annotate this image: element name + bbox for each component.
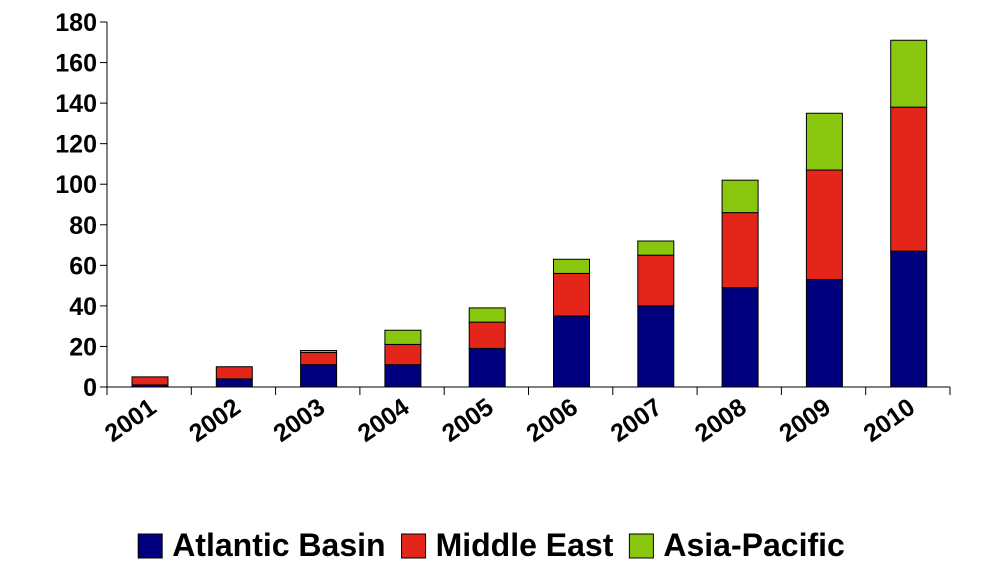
x-tick-label: 2003 bbox=[268, 393, 330, 448]
x-tick-label: 2007 bbox=[606, 393, 668, 448]
legend-label: Middle East bbox=[436, 527, 614, 563]
bar-2005-series-2 bbox=[468, 307, 506, 323]
x-tick-label: 2005 bbox=[437, 393, 499, 448]
y-tick-label: 180 bbox=[55, 9, 97, 37]
x-tick-label: 2004 bbox=[353, 393, 415, 448]
bar-2003-series-1 bbox=[300, 352, 338, 366]
bar-2005-series-1 bbox=[468, 321, 506, 349]
bar-2008-series-0 bbox=[721, 287, 759, 388]
x-tick-label: 2001 bbox=[100, 393, 162, 448]
bar-2008-series-1 bbox=[721, 212, 759, 289]
bar-2006-series-1 bbox=[553, 272, 590, 317]
x-tick-label: 2008 bbox=[690, 393, 752, 448]
y-tick-label: 0 bbox=[83, 374, 97, 402]
bar-2007-series-2 bbox=[637, 240, 675, 256]
legend-item-0: Atlantic Basin bbox=[137, 527, 386, 563]
bar-2009-series-0 bbox=[805, 279, 843, 388]
bar-2003-series-2 bbox=[300, 350, 338, 354]
y-tick-label: 140 bbox=[55, 90, 97, 118]
x-tick-label: 2006 bbox=[521, 393, 583, 448]
bar-2009-series-1 bbox=[805, 169, 843, 281]
bar-2007-series-1 bbox=[637, 254, 675, 307]
legend: Atlantic Basin Middle East Asia-Pacific bbox=[137, 527, 845, 563]
bar-2003-series-0 bbox=[300, 364, 338, 388]
y-tick-label: 160 bbox=[55, 50, 97, 78]
y-tick-label: 60 bbox=[69, 252, 97, 280]
legend-swatch bbox=[401, 533, 427, 559]
bar-2002-series-0 bbox=[215, 378, 253, 388]
legend-item-1: Middle East bbox=[401, 527, 614, 563]
bar-2004-series-1 bbox=[384, 343, 422, 366]
legend-swatch bbox=[137, 533, 163, 559]
y-tick-label: 120 bbox=[55, 131, 97, 159]
y-tick-label: 20 bbox=[69, 333, 97, 361]
bar-2009-series-2 bbox=[805, 112, 843, 171]
plot-area bbox=[131, 39, 928, 388]
legend-item-2: Asia-Pacific bbox=[628, 527, 845, 563]
legend-label: Atlantic Basin bbox=[172, 527, 385, 563]
legend-label: Asia-Pacific bbox=[663, 527, 844, 563]
bar-2002-series-1 bbox=[215, 366, 253, 380]
bar-2006-series-2 bbox=[553, 258, 590, 274]
y-tick-label: 80 bbox=[69, 212, 97, 240]
bar-2004-series-2 bbox=[384, 329, 422, 345]
legend-swatch bbox=[628, 533, 654, 559]
y-tick-label: 40 bbox=[69, 293, 97, 321]
bar-2010-series-0 bbox=[890, 250, 928, 388]
bar-2008-series-2 bbox=[721, 179, 759, 214]
bar-2007-series-0 bbox=[637, 305, 675, 388]
x-tick-label: 2010 bbox=[859, 393, 921, 448]
bar-2010-series-2 bbox=[890, 39, 928, 108]
bar-2010-series-1 bbox=[890, 106, 928, 252]
y-tick-label: 100 bbox=[55, 171, 97, 199]
x-tick-label: 2009 bbox=[774, 393, 836, 448]
bar-2005-series-0 bbox=[468, 347, 506, 388]
bar-2006-series-0 bbox=[553, 315, 590, 388]
bar-2001-series-1 bbox=[131, 376, 169, 386]
bar-2004-series-0 bbox=[384, 364, 422, 388]
x-tick-label: 2002 bbox=[184, 393, 246, 448]
